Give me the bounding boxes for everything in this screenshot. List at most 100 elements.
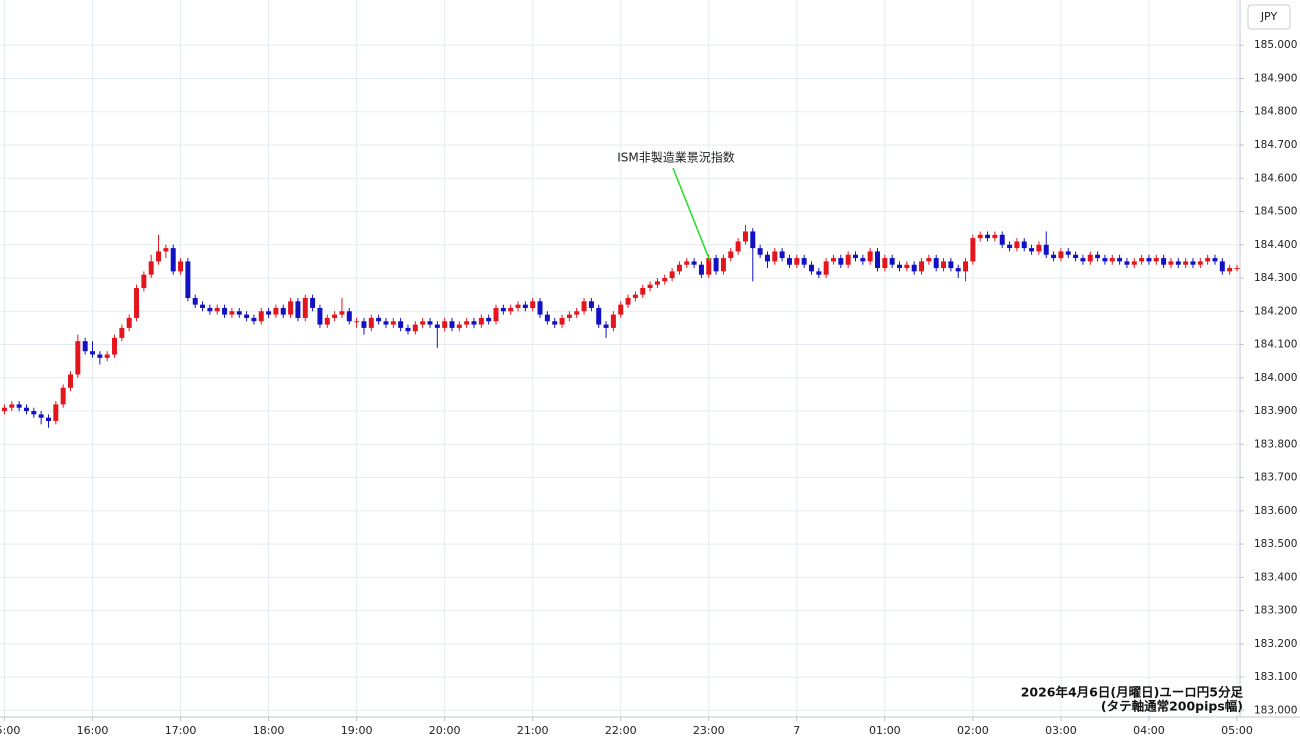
- x-tick-label: 15:00: [0, 724, 20, 737]
- candle-body: [1175, 261, 1181, 265]
- candle-body: [625, 297, 631, 305]
- candle-body: [970, 238, 976, 262]
- candle-body: [1058, 251, 1064, 259]
- candle-body: [684, 261, 690, 265]
- candle-body: [853, 254, 858, 259]
- x-tick-label: 7: [793, 724, 800, 737]
- candle-body: [449, 321, 455, 328]
- candle-body: [1029, 248, 1035, 252]
- candle-body: [1124, 261, 1130, 265]
- candle-body: [427, 321, 433, 325]
- candle-body: [185, 261, 191, 298]
- candle-body: [1095, 254, 1101, 259]
- candle-body: [742, 231, 748, 242]
- candle-body: [977, 234, 983, 239]
- y-tick-label: 184.900: [1254, 72, 1297, 84]
- candle-body: [1073, 254, 1079, 259]
- candle-body: [493, 307, 499, 322]
- x-tick-label: 05:00: [1221, 724, 1253, 737]
- x-tick-label: 22:00: [605, 724, 637, 737]
- candle-body: [244, 314, 250, 318]
- candle-body: [82, 341, 88, 352]
- candle-body: [720, 258, 726, 272]
- candle-body: [31, 411, 37, 415]
- candle-body: [53, 404, 59, 422]
- candle-body: [933, 258, 939, 269]
- candle-body: [60, 387, 66, 405]
- candle-body: [904, 264, 910, 269]
- candle-body: [845, 254, 851, 265]
- candle-body: [383, 321, 389, 325]
- candle-body: [779, 251, 785, 259]
- y-tick-label: 185.000: [1254, 39, 1297, 51]
- candle-body: [713, 258, 719, 272]
- y-tick-label: 184.200: [1254, 305, 1297, 317]
- candle-body: [148, 261, 154, 275]
- candle-body: [955, 268, 961, 272]
- candle-body: [985, 234, 991, 239]
- candle-body: [280, 307, 286, 315]
- candle-body: [398, 321, 404, 328]
- candle-body: [1021, 241, 1027, 249]
- candle-body: [919, 261, 925, 272]
- candle-body: [882, 258, 888, 269]
- candle-body: [823, 261, 829, 275]
- candle-body: [1212, 258, 1218, 262]
- candle-body: [104, 354, 110, 358]
- candle-body: [750, 231, 756, 249]
- candle-body: [23, 407, 29, 412]
- y-tick-label: 183.000: [1254, 704, 1297, 716]
- candle-body: [500, 307, 506, 312]
- y-tick-label: 184.700: [1254, 139, 1297, 151]
- y-tick-label: 183.200: [1254, 638, 1297, 650]
- candle-body: [515, 304, 521, 308]
- candle-body: [324, 317, 330, 325]
- candle-body: [889, 258, 895, 265]
- candle-body: [471, 321, 477, 325]
- candle-body: [1036, 244, 1042, 252]
- candle-body: [222, 307, 228, 315]
- candle-body: [669, 271, 675, 279]
- y-tick-label: 184.400: [1254, 239, 1297, 251]
- x-tick-label: 23:00: [693, 724, 725, 737]
- candle-body: [911, 264, 917, 272]
- candle-body: [808, 264, 814, 272]
- candle-body: [1014, 241, 1020, 249]
- candle-body: [1109, 258, 1115, 262]
- candle-body: [1190, 261, 1196, 265]
- candle-body: [574, 311, 580, 315]
- candle-body: [332, 314, 338, 318]
- candle-body: [346, 311, 352, 322]
- candle-body: [1146, 258, 1152, 262]
- candle-body: [772, 251, 778, 262]
- candle-body: [354, 321, 360, 323]
- candle-body: [581, 301, 587, 312]
- candle-body: [654, 281, 660, 285]
- candle-body: [310, 297, 316, 308]
- annotation-arrow: [672, 167, 711, 262]
- y-tick-label: 183.400: [1254, 571, 1297, 583]
- x-tick-label: 19:00: [341, 724, 373, 737]
- candle-body: [75, 341, 81, 375]
- candle-body: [618, 304, 624, 315]
- candle-body: [38, 414, 44, 418]
- candle-body: [192, 297, 198, 305]
- candle-body: [1161, 258, 1167, 265]
- caption: (タテ軸通常200pips幅): [1101, 699, 1243, 714]
- candle-body: [126, 317, 132, 328]
- candle-body: [97, 354, 103, 358]
- candle-body: [236, 311, 242, 315]
- candle-body: [1131, 261, 1137, 265]
- candle-body: [603, 324, 609, 328]
- candle-body: [596, 307, 602, 325]
- candle-body: [119, 327, 125, 338]
- y-tick-label: 183.900: [1254, 405, 1297, 417]
- candle-body: [273, 307, 279, 315]
- candle-body: [992, 234, 998, 239]
- candle-body: [302, 297, 308, 318]
- candle-body: [163, 248, 169, 252]
- candle-body: [706, 258, 712, 275]
- candle-body: [112, 337, 118, 355]
